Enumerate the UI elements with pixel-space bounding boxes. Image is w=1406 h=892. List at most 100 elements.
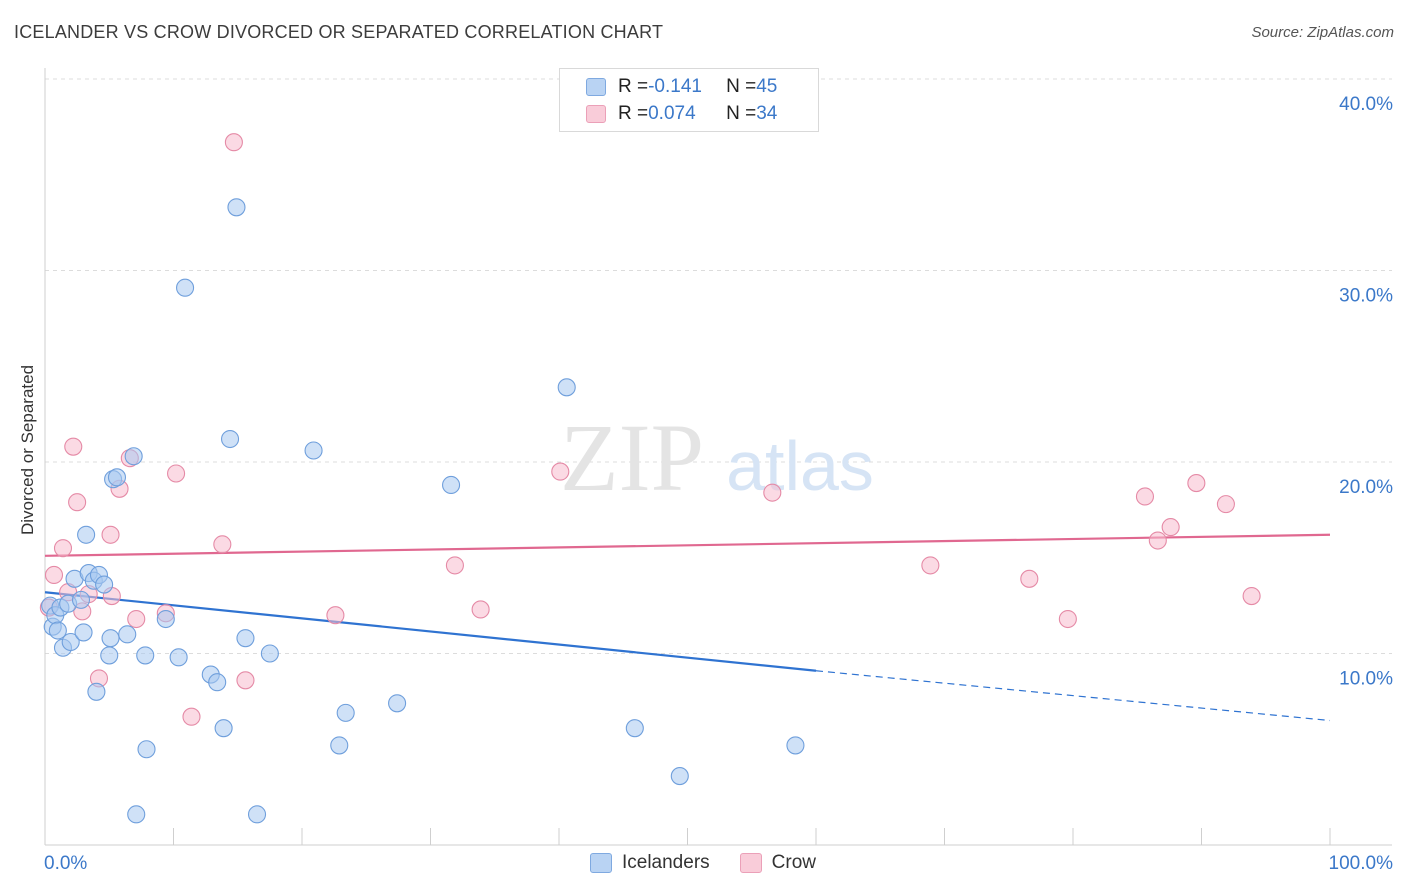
icelander-point (61, 632, 80, 652)
crow-point (1058, 609, 1077, 629)
icelander-trend-line (44, 591, 817, 672)
data-points (39, 133, 1261, 824)
icelander-trend-extension (815, 670, 1331, 722)
icelander-point (388, 694, 407, 713)
legend-row-icelanders: R = -0.141 N = 45 (586, 75, 777, 99)
crow-point (1216, 495, 1235, 514)
icelander-point (101, 629, 120, 648)
icelander-point (71, 590, 91, 609)
icelander-point (156, 609, 175, 629)
chart-title: ICELANDER VS CROW DIVORCED OR SEPARATED … (14, 22, 664, 42)
axes (44, 68, 1392, 846)
crow-point (763, 483, 782, 502)
icelander-point (208, 673, 227, 692)
crow-point (551, 462, 570, 481)
icelander-point (107, 468, 127, 487)
icelander-point (169, 648, 188, 667)
icelander-point (118, 625, 137, 644)
crow-point (1187, 474, 1206, 493)
legend-r-value: -0.141 (648, 76, 702, 97)
tick-labels: 10.0% 20.0% 30.0% 40.0% 0.0% 100.0% (44, 94, 1393, 874)
zipatlas-watermark: ZIP atlas (560, 404, 874, 511)
series-legend-label: Crow (771, 852, 816, 873)
crow-point (445, 556, 464, 575)
crow-point (182, 707, 201, 726)
crow-point (1161, 518, 1180, 537)
watermark-zip: ZIP (560, 404, 704, 511)
crow-point (326, 606, 345, 625)
icelander-point (236, 629, 255, 648)
icelander-point (625, 719, 644, 738)
x-tick-label-start: 0.0% (44, 853, 87, 874)
legend-n-value: 45 (756, 76, 778, 97)
crow-point (921, 556, 940, 575)
y-tick-label: 10.0% (1339, 669, 1393, 690)
icelander-point (214, 719, 233, 738)
icelander-point (330, 736, 349, 755)
icelander-point (124, 447, 143, 466)
icelander-point (336, 703, 355, 722)
icelander-point (260, 644, 279, 663)
legend-swatch-blue (589, 853, 612, 873)
legend-swatch-pink (586, 105, 606, 123)
icelander-point (557, 378, 576, 397)
icelander-point (137, 740, 156, 759)
crow-point (1242, 586, 1261, 606)
trend-lines (44, 533, 1331, 722)
series-legend-icelanders[interactable]: Icelanders (589, 852, 710, 874)
icelander-point (136, 646, 155, 665)
icelander-point (304, 441, 323, 460)
icelander-point (786, 736, 805, 755)
series-legend: Icelanders Crow (0, 852, 1406, 874)
y-axis-label: Divorced or Separated (18, 364, 37, 536)
crow-point (68, 493, 87, 512)
legend-n-value: 34 (756, 103, 778, 124)
legend-r-label: R = (618, 76, 649, 97)
series-legend-label: Icelanders (621, 852, 710, 873)
legend-swatch-pink (739, 853, 762, 873)
series-legend-crow[interactable]: Crow (739, 852, 816, 874)
legend-r-value: 0.074 (648, 103, 696, 124)
legend-swatch-blue (586, 78, 606, 96)
legend-n-label: N = (726, 103, 757, 124)
crow-point (236, 671, 255, 690)
crow-point (101, 525, 120, 544)
crow-trend-line (44, 533, 1331, 557)
crow-point (44, 565, 64, 585)
source-credit: Source: ZipAtlas.com (1251, 24, 1394, 41)
crow-point (1135, 487, 1155, 506)
grid-lines (45, 78, 1392, 654)
crow-point (127, 609, 146, 629)
icelander-point (48, 621, 67, 640)
crow-point (53, 539, 73, 558)
icelander-point (87, 682, 106, 701)
legend-n-label: N = (726, 76, 757, 97)
icelander-point (442, 475, 461, 495)
crow-point (1020, 569, 1039, 588)
watermark-atlas: atlas (726, 427, 874, 505)
icelander-point (77, 525, 96, 544)
crow-point (64, 437, 83, 456)
crow-point (213, 535, 232, 554)
legend-r-label: R = (618, 103, 649, 124)
icelander-point (176, 278, 195, 297)
icelander-point (127, 805, 146, 824)
icelander-point (95, 575, 114, 594)
y-tick-label: 40.0% (1339, 94, 1393, 115)
icelander-point (247, 805, 267, 824)
crow-point (471, 600, 490, 619)
icelander-point (100, 646, 119, 665)
icelander-point (220, 429, 240, 449)
icelander-point (670, 767, 689, 786)
icelander-point (74, 623, 93, 642)
icelander-point (227, 198, 246, 217)
y-axis-label-wrap: Divorced or Separated (16, 300, 40, 600)
correlation-legend: R = -0.141 N = 45 R = 0.074 N = 34 (559, 68, 819, 132)
x-tick-label-end: 100.0% (1329, 853, 1394, 874)
legend-row-crow: R = 0.074 N = 34 (586, 102, 777, 126)
y-tick-label: 30.0% (1339, 286, 1393, 307)
y-tick-label: 20.0% (1339, 477, 1393, 498)
crow-point (167, 464, 186, 483)
crow-point (224, 133, 243, 152)
